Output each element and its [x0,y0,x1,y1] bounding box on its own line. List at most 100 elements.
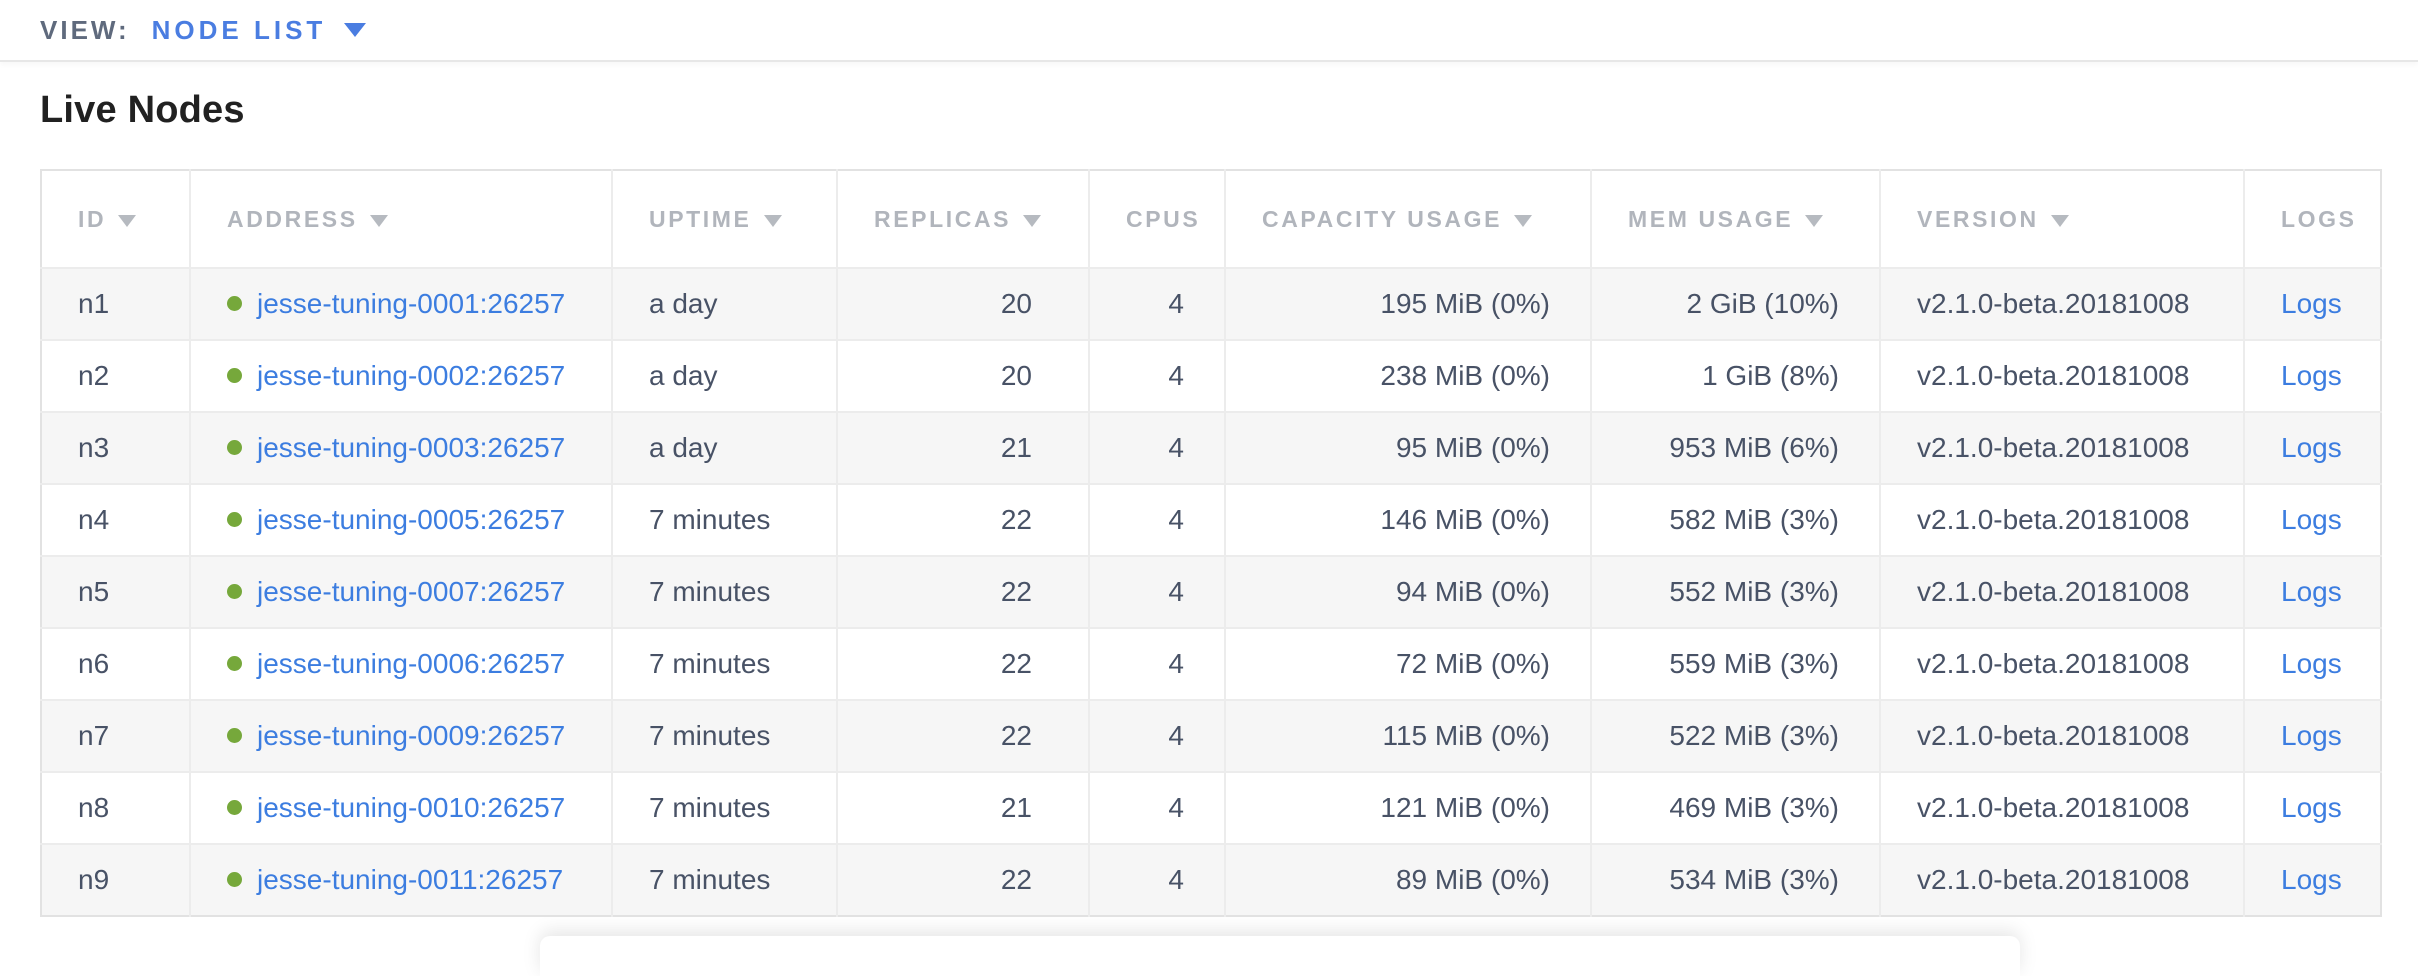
logs-link[interactable]: Logs [2281,576,2342,607]
cell-address: jesse-tuning-0001:26257 [190,267,613,340]
column-header-cpus: CPUS [1089,170,1226,268]
column-header-capacity[interactable]: CAPACITY USAGE [1225,170,1592,268]
cell-capacity: 121 MiB (0%) [1225,771,1592,844]
column-label: LOGS [2281,205,2357,232]
table-row-n9: n9 jesse-tuning-0011:26257 7 minutes 22 4 89 … [41,843,2381,916]
cell-cpus: 4 [1089,339,1226,412]
cell-address: jesse-tuning-0002:26257 [190,339,613,412]
cell-replicas: 22 [837,843,1090,916]
logs-link[interactable]: Logs [2281,504,2342,535]
cell-mem: 953 MiB (6%) [1591,411,1881,484]
table-row-n2: n2 jesse-tuning-0002:26257 a day 20 4 238 MiB… [41,339,2381,412]
view-label: VIEW: [40,14,130,45]
cell-replicas: 22 [837,699,1090,772]
cell-replicas: 20 [837,339,1090,412]
cell-address: jesse-tuning-0011:26257 [190,843,613,916]
view-selector-dropdown[interactable]: NODE LIST [152,15,367,46]
cell-id: n9 [41,843,191,916]
column-label: CAPACITY USAGE [1262,205,1503,232]
cell-uptime: a day [612,267,838,340]
live-green-dot-icon [227,584,242,600]
sort-desc-triangle-icon [1023,214,1042,227]
cell-uptime: 7 minutes [612,843,838,916]
cell-mem: 469 MiB (3%) [1591,771,1881,844]
column-header-version[interactable]: VERSION [1880,170,2245,268]
page-title: Live Nodes [40,89,245,131]
cell-replicas: 22 [837,483,1090,556]
cell-address: jesse-tuning-0003:26257 [190,411,613,484]
sort-desc-triangle-icon [1514,214,1533,227]
live-green-dot-icon [227,440,242,456]
table-row-n6: n6 jesse-tuning-0006:26257 7 minutes 22 4 72 … [41,627,2381,700]
logs-link[interactable]: Logs [2281,648,2342,679]
node-address-link[interactable]: jesse-tuning-0003:26257 [257,432,566,463]
logs-link[interactable]: Logs [2281,720,2342,751]
sort-desc-triangle-icon [2050,214,2069,227]
cell-mem: 522 MiB (3%) [1591,699,1881,772]
column-header-replicas[interactable]: REPLICAS [837,170,1090,268]
cell-id: n1 [41,267,191,340]
cell-logs: Logs [2244,267,2381,340]
cell-version: v2.1.0-beta.20181008 [1880,411,2245,484]
logs-link[interactable]: Logs [2281,792,2342,823]
cell-id: n8 [41,771,191,844]
cell-capacity: 72 MiB (0%) [1225,627,1592,700]
cell-address: jesse-tuning-0010:26257 [190,771,613,844]
node-address-link[interactable]: jesse-tuning-0009:26257 [257,720,566,751]
live-green-dot-icon [227,656,242,672]
view-selected-value: NODE LIST [151,14,327,45]
cell-uptime: 7 minutes [612,483,838,556]
cell-uptime: 7 minutes [612,699,838,772]
cell-replicas: 21 [837,771,1090,844]
cell-version: v2.1.0-beta.20181008 [1880,843,2245,916]
cell-logs: Logs [2244,483,2381,556]
cell-replicas: 21 [837,411,1090,484]
cell-capacity: 115 MiB (0%) [1225,699,1592,772]
node-address-link[interactable]: jesse-tuning-0010:26257 [257,792,566,823]
logs-link[interactable]: Logs [2281,288,2342,319]
column-header-address[interactable]: ADDRESS [190,170,613,268]
node-address-link[interactable]: jesse-tuning-0006:26257 [257,648,566,679]
cell-logs: Logs [2244,411,2381,484]
cell-mem: 1 GiB (8%) [1591,339,1881,412]
node-address-link[interactable]: jesse-tuning-0007:26257 [257,576,566,607]
cell-capacity: 146 MiB (0%) [1225,483,1592,556]
live-green-dot-icon [227,512,242,528]
cell-id: n3 [41,411,191,484]
logs-link[interactable]: Logs [2281,360,2342,391]
column-label: ID [78,205,107,232]
cell-logs: Logs [2244,843,2381,916]
column-header-id[interactable]: ID [41,170,191,268]
live-green-dot-icon [227,728,242,744]
cell-capacity: 238 MiB (0%) [1225,339,1592,412]
cell-address: jesse-tuning-0009:26257 [190,699,613,772]
cell-replicas: 20 [837,267,1090,340]
cell-mem: 552 MiB (3%) [1591,555,1881,628]
cell-version: v2.1.0-beta.20181008 [1880,771,2245,844]
cell-mem: 559 MiB (3%) [1591,627,1881,700]
logs-link[interactable]: Logs [2281,432,2342,463]
cell-cpus: 4 [1089,555,1226,628]
node-address-link[interactable]: jesse-tuning-0002:26257 [257,360,566,391]
cell-cpus: 4 [1089,699,1226,772]
node-address-link[interactable]: jesse-tuning-0011:26257 [257,864,564,895]
column-header-mem[interactable]: MEM USAGE [1591,170,1881,268]
cell-address: jesse-tuning-0005:26257 [190,483,613,556]
table-row-n3: n3 jesse-tuning-0003:26257 a day 21 4 95 MiB … [41,411,2381,484]
column-header-uptime[interactable]: UPTIME [612,170,838,268]
node-address-link[interactable]: jesse-tuning-0001:26257 [257,288,566,319]
table-row-n1: n1 jesse-tuning-0001:26257 a day 20 4 195 MiB… [41,267,2381,340]
live-nodes-table: ID ADDRESS UPTIME REPLICAS CPUS CAPACITY USAG… [40,169,2382,917]
logs-link[interactable]: Logs [2281,864,2342,895]
cell-capacity: 95 MiB (0%) [1225,411,1592,484]
cell-version: v2.1.0-beta.20181008 [1880,339,2245,412]
table-header-row: ID ADDRESS UPTIME REPLICAS CPUS CAPACITY USAG… [41,170,2381,268]
sort-desc-triangle-icon [369,214,388,227]
cell-logs: Logs [2244,771,2381,844]
table-row-n8: n8 jesse-tuning-0010:26257 7 minutes 21 4 121… [41,771,2381,844]
node-address-link[interactable]: jesse-tuning-0005:26257 [257,504,566,535]
sort-desc-triangle-icon [118,214,137,227]
cell-replicas: 22 [837,555,1090,628]
column-label: REPLICAS [874,205,1012,232]
cell-mem: 534 MiB (3%) [1591,843,1881,916]
